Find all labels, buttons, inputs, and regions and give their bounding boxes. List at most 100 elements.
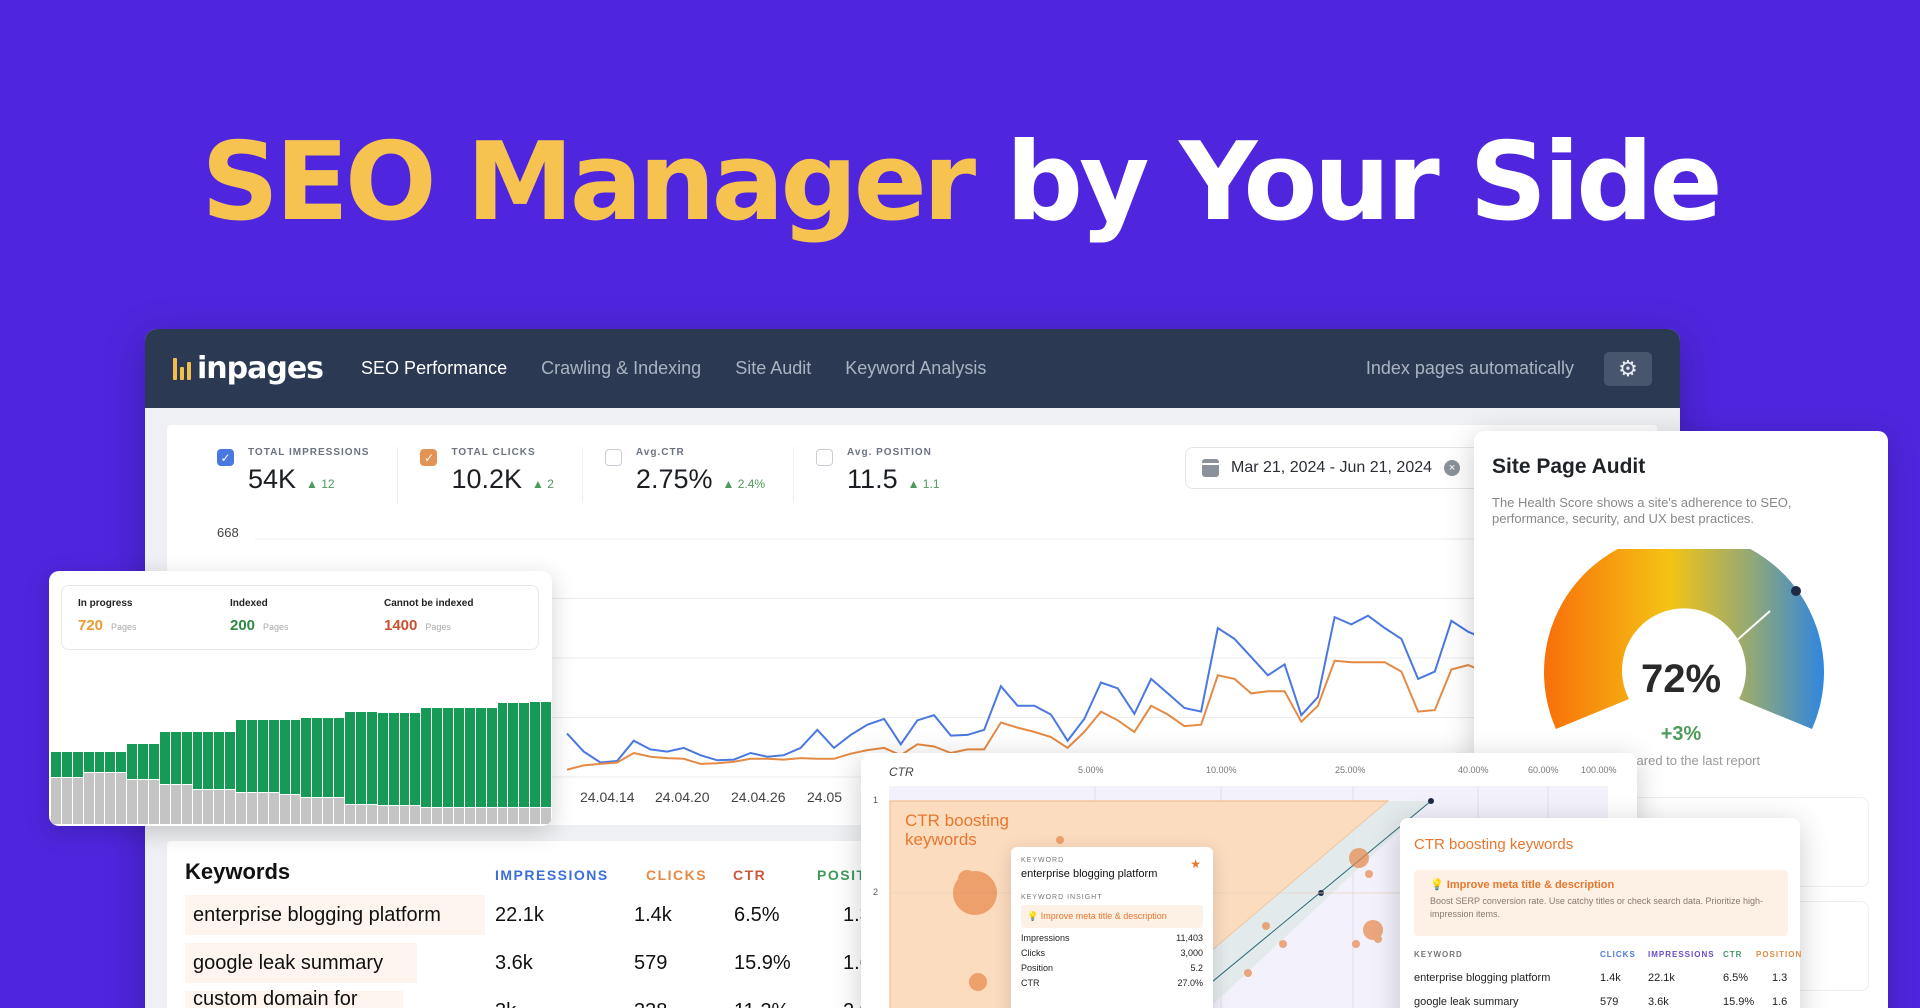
stat-value: 11,403 bbox=[1176, 933, 1203, 943]
col-impressions[interactable]: IMPRESSIONS bbox=[1648, 950, 1715, 959]
index-bar bbox=[257, 720, 268, 824]
col-position[interactable]: POSITION bbox=[1756, 950, 1803, 959]
col-impressions[interactable]: IMPRESSIONS bbox=[495, 867, 609, 883]
index-bar bbox=[127, 744, 138, 824]
ctr-cell: 6.5% bbox=[734, 904, 780, 926]
settings-button[interactable]: ⚙ bbox=[1604, 351, 1652, 386]
metric-value: 54K bbox=[248, 464, 297, 494]
x-tick: 24.04.26 bbox=[731, 789, 786, 805]
checkbox-impressions[interactable]: ✓ bbox=[217, 449, 234, 466]
position-cell: 1.3 bbox=[1772, 972, 1788, 984]
date-range-picker[interactable]: Mar 21, 2024 - Jun 21, 2024 × bbox=[1185, 447, 1505, 489]
stat-label: Indexed bbox=[230, 598, 268, 609]
checkbox-ctr[interactable] bbox=[604, 449, 622, 466]
index-bar bbox=[301, 717, 312, 824]
indexing-bar-chart[interactable] bbox=[51, 699, 551, 824]
metric-position[interactable]: Avg. POSITION 11.5 ▲ 1.1 bbox=[816, 447, 967, 503]
position-cell: 1.6 bbox=[1772, 996, 1788, 1008]
boost-insight: 💡 Improve meta title & description Boost… bbox=[1414, 870, 1788, 936]
metric-ctr[interactable]: Avg.CTR 2.75% ▲ 2.4% bbox=[604, 447, 795, 503]
y-tick: 1 bbox=[873, 795, 879, 805]
audit-title: Site Page Audit bbox=[1492, 455, 1646, 478]
tooltip-keyword: enterprise blogging platform bbox=[1021, 868, 1158, 880]
checkbox-clicks[interactable]: ✓ bbox=[420, 449, 438, 466]
clicks-cell: 579 bbox=[1600, 996, 1619, 1008]
metric-impressions[interactable]: ✓ TOTAL IMPRESSIONS 54K ▲ 12 bbox=[217, 447, 399, 503]
zone-label-line: keywords bbox=[905, 830, 977, 849]
score-change: +3% bbox=[1660, 723, 1702, 745]
table-row[interactable]: enterprise blogging platform bbox=[185, 895, 485, 935]
insight-text: Improve meta title & description bbox=[1040, 911, 1167, 921]
tooltip-stat: Clicks 3,000 bbox=[1021, 948, 1203, 958]
impressions-cell: 3.6k bbox=[1648, 996, 1669, 1008]
stat-value: 1400 Pages bbox=[384, 617, 473, 634]
metric-delta: ▲ 2.4% bbox=[722, 477, 766, 491]
star-icon[interactable]: ★ bbox=[1190, 857, 1201, 871]
nav-site-audit[interactable]: Site Audit bbox=[735, 358, 812, 378]
nav-crawling-indexing[interactable]: Crawling & Indexing bbox=[541, 358, 702, 378]
keyword-cell[interactable]: enterprise blogging platform bbox=[1414, 972, 1551, 984]
calendar-icon bbox=[1202, 459, 1219, 477]
index-bar bbox=[116, 751, 127, 824]
zone-label-line: CTR boosting bbox=[905, 811, 1009, 830]
index-bar bbox=[268, 720, 279, 824]
index-bar bbox=[355, 711, 366, 824]
index-bar bbox=[410, 712, 421, 824]
stat-value: 27.0% bbox=[1177, 978, 1203, 988]
score-compare-text: Compared to the last report bbox=[1601, 753, 1761, 768]
indexing-summary: In progress 720 Pages Indexed 200 Pages Ca… bbox=[61, 585, 539, 650]
logo[interactable]: inpages bbox=[173, 351, 324, 386]
nav-keyword-analysis[interactable]: Keyword Analysis bbox=[845, 358, 987, 378]
index-bar bbox=[334, 717, 345, 824]
index-bar bbox=[61, 751, 72, 824]
stat-number: 1400 bbox=[384, 617, 418, 634]
col-keyword[interactable]: KEYWORD bbox=[1414, 950, 1463, 959]
stat-number: 200 bbox=[230, 617, 256, 634]
metric-clicks[interactable]: ✓ TOTAL CLICKS 10.2K ▲ 2 bbox=[420, 447, 583, 503]
index-bar bbox=[214, 731, 225, 824]
insight-title-text: Improve meta title & description bbox=[1446, 879, 1615, 891]
index-bar bbox=[290, 720, 301, 824]
stat-indexed: Indexed 200 Pages bbox=[230, 598, 289, 634]
table-row[interactable]: google leak summary bbox=[185, 943, 417, 983]
stat-label: Clicks bbox=[1021, 948, 1045, 958]
col-ctr[interactable]: CTR bbox=[1723, 950, 1743, 959]
keyword-tooltip: KEYWORD ★ enterprise blogging platform K… bbox=[1011, 847, 1213, 1008]
headline-rest: by Your Side bbox=[972, 120, 1723, 245]
col-clicks[interactable]: CLICKS bbox=[1600, 950, 1636, 959]
x-tick: 24.04.20 bbox=[655, 789, 710, 805]
stat-label: Position bbox=[1021, 963, 1054, 973]
index-bar bbox=[432, 707, 443, 824]
clear-date-icon[interactable]: × bbox=[1444, 460, 1461, 476]
index-automatically-link[interactable]: Index pages automatically bbox=[1365, 358, 1574, 378]
table-row[interactable]: custom domain for notion bbox=[185, 988, 403, 1008]
impressions-cell: 3.6k bbox=[495, 952, 533, 974]
ctr-axis-label: CTR bbox=[889, 765, 914, 779]
x-tick: 24.04.14 bbox=[580, 789, 635, 805]
index-bar bbox=[399, 712, 410, 824]
index-bar bbox=[51, 751, 61, 824]
metric-label: TOTAL IMPRESSIONS bbox=[248, 447, 370, 458]
ctr-boosting-card: CTR boosting keywords 💡 Improve meta tit… bbox=[1400, 818, 1803, 1008]
health-score: 72% bbox=[1640, 657, 1722, 701]
metric-delta: ▲ 12 bbox=[306, 477, 335, 491]
index-bar bbox=[181, 731, 192, 824]
index-bar bbox=[236, 720, 247, 824]
tooltip-stat: Position 5.2 bbox=[1021, 963, 1203, 973]
stat-value: 5.2 bbox=[1190, 963, 1203, 973]
health-score-gauge bbox=[1544, 549, 1824, 729]
nav-seo-performance[interactable]: SEO Performance bbox=[361, 358, 508, 378]
index-bar bbox=[105, 751, 116, 824]
checkbox-position[interactable] bbox=[816, 449, 834, 466]
index-bar bbox=[443, 707, 453, 824]
index-bar bbox=[170, 731, 181, 824]
ctr-zone-label: CTR boosting keywords bbox=[905, 811, 1009, 849]
metric-delta: ▲ 2 bbox=[532, 477, 554, 491]
metric-delta: ▲ 1.1 bbox=[907, 477, 940, 491]
col-clicks[interactable]: CLICKS bbox=[646, 867, 708, 883]
col-ctr[interactable]: CTR bbox=[733, 867, 767, 883]
boost-insight-desc: Boost SERP conversion rate. Use catchy t… bbox=[1430, 896, 1763, 919]
keyword-cell[interactable]: google leak summary bbox=[1414, 996, 1519, 1008]
keyword-cell: custom domain for notion bbox=[185, 988, 403, 1008]
index-bar bbox=[453, 707, 464, 824]
